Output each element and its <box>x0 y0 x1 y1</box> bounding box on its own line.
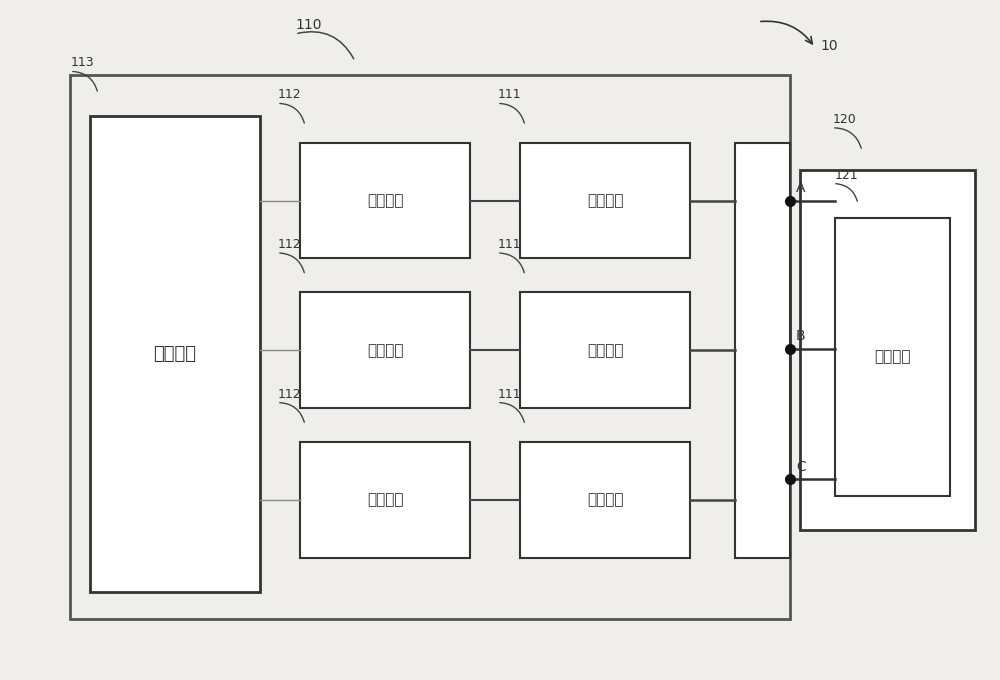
Bar <box>300 292 470 408</box>
Text: 控制模块: 控制模块 <box>367 343 403 358</box>
Text: 110: 110 <box>295 18 322 32</box>
Text: 控制模块: 控制模块 <box>367 492 403 507</box>
Text: B: B <box>796 329 806 343</box>
Text: 111: 111 <box>498 88 522 101</box>
Bar <box>300 442 470 558</box>
Text: 显示模块: 显示模块 <box>154 345 196 362</box>
Text: 10: 10 <box>820 39 838 53</box>
Text: 测试模块: 测试模块 <box>587 343 623 358</box>
Text: A: A <box>796 181 806 195</box>
Text: 待测设备: 待测设备 <box>874 350 911 364</box>
Bar <box>800 170 975 530</box>
Text: 111: 111 <box>498 238 522 251</box>
Text: 测试模块: 测试模块 <box>587 193 623 208</box>
Text: C: C <box>796 460 806 474</box>
Text: 121: 121 <box>835 169 859 182</box>
Text: 111: 111 <box>498 388 522 401</box>
Text: 112: 112 <box>278 88 302 101</box>
Text: 120: 120 <box>833 113 857 126</box>
Bar <box>520 442 690 558</box>
Bar <box>735 143 790 558</box>
Text: 112: 112 <box>278 238 302 251</box>
Text: 112: 112 <box>278 388 302 401</box>
Bar <box>70 75 790 619</box>
Text: 控制模块: 控制模块 <box>367 193 403 208</box>
Bar <box>835 218 950 496</box>
Text: 测试模块: 测试模块 <box>587 492 623 507</box>
Bar <box>520 143 690 258</box>
Bar <box>90 116 260 592</box>
Text: 113: 113 <box>71 56 95 69</box>
Bar <box>520 292 690 408</box>
Bar <box>300 143 470 258</box>
